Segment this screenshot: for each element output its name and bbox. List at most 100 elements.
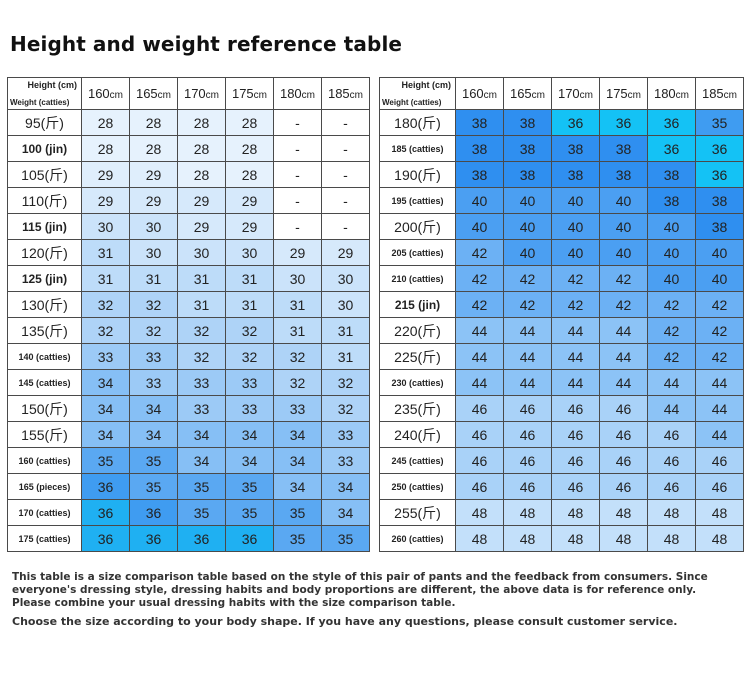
size-cell: 40: [503, 187, 552, 214]
size-cell: 40: [551, 187, 600, 214]
size-cell: 44: [455, 369, 504, 396]
weight-cell: 230 (catties): [379, 369, 456, 396]
size-cell: 36: [129, 499, 178, 526]
size-cell: 48: [455, 499, 504, 526]
weight-cell: 205 (catties): [379, 239, 456, 266]
size-cell: 32: [225, 343, 274, 370]
height-unit: cm: [723, 90, 738, 101]
weight-cell: 125 (jin): [7, 265, 82, 292]
height-unit: cm: [531, 90, 546, 101]
size-cell: 46: [695, 473, 744, 500]
size-cell: 33: [129, 343, 178, 370]
size-cell: 32: [273, 343, 322, 370]
height-unit: cm: [109, 90, 124, 101]
size-cell: 48: [647, 525, 696, 552]
size-cell: 34: [177, 447, 226, 474]
size-cell: 33: [225, 369, 274, 396]
table-row: 150(斤) 34 34 33 33 33 32: [7, 395, 370, 422]
size-cell: 29: [177, 187, 226, 214]
height-header-cell: 160cm: [81, 77, 130, 110]
height-value: 185: [701, 86, 724, 101]
size-cell: 29: [81, 161, 130, 188]
weight-cell: 145 (catties): [7, 369, 82, 396]
weight-cell: 225(斤): [379, 343, 456, 370]
size-cell: 32: [129, 291, 178, 318]
size-cell: 31: [321, 317, 370, 344]
size-cell: 36: [647, 135, 696, 162]
header-row: Height (cm) Weight (catties) 160cm 165cm 170…: [379, 77, 744, 110]
size-cell: 34: [129, 395, 178, 422]
size-cell: 48: [599, 499, 648, 526]
size-cell: 42: [599, 291, 648, 318]
weight-cell: 255(斤): [379, 499, 456, 526]
size-cell: -: [273, 161, 322, 188]
size-cell: 42: [647, 291, 696, 318]
size-cell: 40: [455, 187, 504, 214]
table-row: 160 (catties) 35 35 34 34 34 33: [7, 447, 370, 474]
weight-axis-label: Weight (catties): [382, 98, 442, 107]
table-row: 225(斤) 44 44 44 44 42 42: [379, 343, 744, 370]
height-unit: cm: [483, 90, 498, 101]
height-value: 175: [231, 86, 254, 101]
size-cell: 42: [695, 291, 744, 318]
size-cell: 44: [695, 421, 744, 448]
weight-cell: 210 (catties): [379, 265, 456, 292]
size-cell: -: [273, 109, 322, 136]
table-row: 110(斤) 29 29 29 29- -: [7, 187, 370, 214]
size-cell: -: [321, 135, 370, 162]
weight-cell: 175 (catties): [7, 525, 82, 552]
size-cell: 38: [599, 135, 648, 162]
size-cell: 38: [695, 213, 744, 240]
size-cell: 46: [599, 473, 648, 500]
height-header-cell: 160cm: [455, 77, 504, 110]
size-cell: 36: [695, 135, 744, 162]
size-cell: 32: [177, 343, 226, 370]
size-cell: 46: [599, 421, 648, 448]
size-cell: 40: [503, 239, 552, 266]
weight-axis-label: Weight (catties): [10, 98, 70, 107]
size-cell: 35: [225, 473, 274, 500]
table-row: 230 (catties) 44 44 44 44 44 44: [379, 369, 744, 396]
size-cell: 31: [129, 265, 178, 292]
size-cell: 29: [129, 161, 178, 188]
size-cell: -: [273, 135, 322, 162]
weight-cell: 235(斤): [379, 395, 456, 422]
page-title: Height and weight reference table: [10, 32, 403, 56]
size-cell: 48: [551, 525, 600, 552]
size-cell: 33: [273, 395, 322, 422]
size-cell: 31: [177, 291, 226, 318]
table-row: 215 (jin) 42 42 42 42 42 42: [379, 291, 744, 318]
size-cell: 28: [177, 109, 226, 136]
table-row: 105(斤) 29 29 28 28- -: [7, 161, 370, 188]
size-cell: 34: [321, 499, 370, 526]
size-cell: 32: [81, 317, 130, 344]
size-cell: 36: [695, 161, 744, 188]
size-cell: 28: [225, 161, 274, 188]
size-cell: 42: [551, 265, 600, 292]
size-cell: 33: [177, 369, 226, 396]
size-cell: 34: [129, 421, 178, 448]
height-value: 180: [279, 86, 302, 101]
size-cell: 38: [455, 109, 504, 136]
weight-cell: 155(斤): [7, 421, 82, 448]
size-cell: 46: [503, 395, 552, 422]
size-cell: 28: [225, 135, 274, 162]
size-cell: 42: [503, 265, 552, 292]
weight-cell: 105(斤): [7, 161, 82, 188]
size-cell: 46: [455, 395, 504, 422]
size-cell: 48: [695, 499, 744, 526]
height-axis-label: Height (cm): [401, 80, 452, 90]
size-cell: -: [321, 161, 370, 188]
size-cell: 29: [129, 187, 178, 214]
height-unit: cm: [675, 90, 690, 101]
size-cell: 48: [647, 499, 696, 526]
height-header-cell: 175cm: [599, 77, 648, 110]
height-unit: cm: [627, 90, 642, 101]
size-cell: 46: [551, 447, 600, 474]
size-cell: 31: [273, 317, 322, 344]
size-cell: 44: [647, 369, 696, 396]
size-cell: 38: [455, 161, 504, 188]
header-row: Height (cm) Weight (catties) 160cm 165cm 170…: [7, 77, 370, 110]
weight-cell: 245 (catties): [379, 447, 456, 474]
size-cell: 31: [225, 265, 274, 292]
